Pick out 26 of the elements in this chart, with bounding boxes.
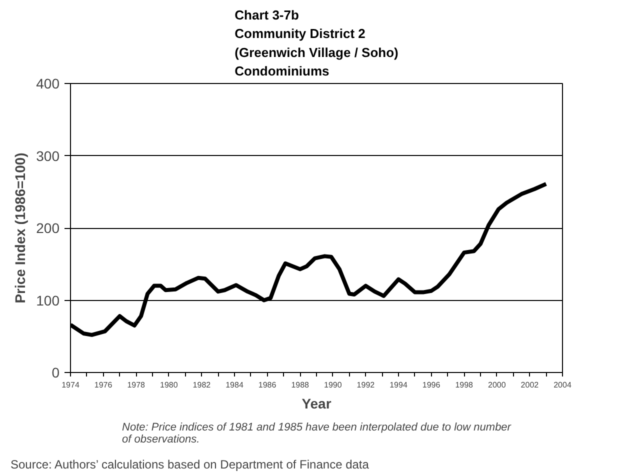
source-note: Source: Authors’ calculations based on Department of Finance data xyxy=(10,458,370,472)
x-tick-label: 2004 xyxy=(554,380,572,390)
y-tick-label: 0 xyxy=(52,364,60,380)
x-tick-label: 1976 xyxy=(94,380,113,390)
x-tick-label: 1984 xyxy=(226,380,244,390)
x-tick-label: 1974 xyxy=(62,380,80,390)
x-tick-label: 1998 xyxy=(455,380,474,390)
x-tick-label: 2000 xyxy=(488,380,506,390)
y-tick-label: 200 xyxy=(36,220,60,236)
chart-title: Chart 3-7b Community District 2 (Greenwich Village / Soho) Condominiums xyxy=(234,7,398,78)
x-tick-label: 1982 xyxy=(192,380,212,390)
x-tick-label: 1978 xyxy=(127,380,146,390)
x-tick-label: 1980 xyxy=(160,380,178,390)
x-tick-label: 1994 xyxy=(390,380,408,390)
x-tick-label: 1986 xyxy=(258,380,277,390)
y-tick-label: 400 xyxy=(36,76,60,92)
x-tick-label: 1992 xyxy=(356,380,376,390)
y-tick-label: 300 xyxy=(36,148,60,164)
x-tick-label: 1990 xyxy=(324,380,342,390)
x-tick-label: 2002 xyxy=(520,380,540,390)
y-tick-label: 100 xyxy=(36,292,60,308)
x-axis-title: Year xyxy=(302,396,332,412)
x-tick-label: 1996 xyxy=(422,380,441,390)
x-tick-label: 1988 xyxy=(291,380,310,390)
text: Note: Price indices of 1981 and 1985 have been interpolated due to low number of observations. xyxy=(122,422,512,446)
y-axis-title: Price Index (1986=100) xyxy=(12,152,28,304)
